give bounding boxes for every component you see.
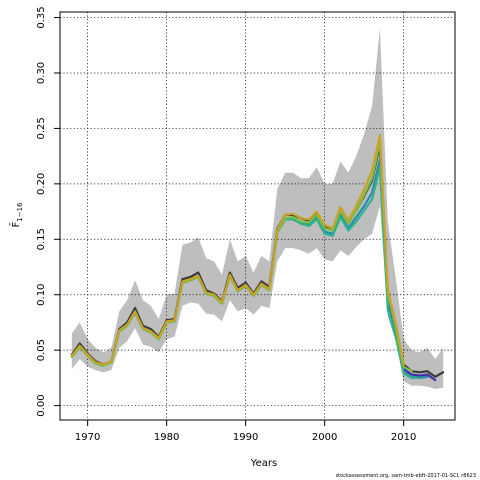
x-tick-label: 1970 [75,432,100,443]
y-axis-ticks: 0.00 0.05 0.10 0.15 0.20 0.25 0.30 0.35 [36,6,60,417]
y-tick-label: 0.10 [36,284,47,306]
gridlines [60,12,455,420]
y-axis-label: F̄1−16 [9,202,24,228]
y-tick-label: 0.25 [36,117,47,139]
y-tick-label: 0.20 [36,173,47,195]
confidence-band [71,28,444,389]
y-axis-label-subscript: 1−16 [16,202,24,222]
y-axis-label-main: F̄ [9,222,22,228]
x-tick-label: 2000 [312,432,337,443]
y-tick-label: 0.15 [36,228,47,250]
x-tick-label: 1980 [154,432,179,443]
confidence-band-layer [71,28,444,389]
x-axis-label: Years [250,458,277,469]
x-axis-ticks: 1970 1980 1990 2000 2010 [75,420,416,443]
y-tick-label: 0.00 [36,394,47,416]
footer-credit: stockassessment.org, sam-tmb-ebft-2017-0… [336,473,476,479]
y-tick-label: 0.30 [36,62,47,84]
y-tick-label: 0.35 [36,6,47,28]
y-tick-label: 0.05 [36,339,47,361]
series-lines [70,133,445,382]
x-tick-label: 2010 [391,432,416,443]
plot-frame [59,11,456,421]
x-tick-label: 1990 [233,432,258,443]
series-line-6 [70,133,405,366]
series-line-2 [378,147,437,382]
